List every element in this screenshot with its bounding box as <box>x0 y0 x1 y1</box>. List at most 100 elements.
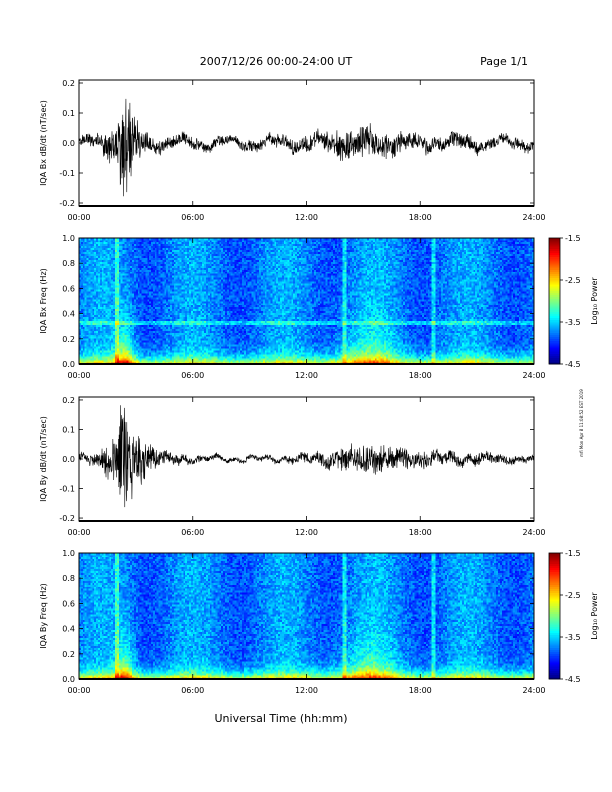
spectrogram-cell <box>86 271 89 274</box>
spectrogram-cell <box>90 273 93 276</box>
spectrogram-cell <box>116 301 120 304</box>
spectrogram-cell <box>181 318 184 321</box>
spectrogram-cell <box>107 297 110 300</box>
spectrogram-cell <box>175 358 178 361</box>
spectrogram-cell <box>103 271 106 274</box>
spectrogram-cell <box>105 334 108 337</box>
spectrogram-cell <box>126 238 129 241</box>
spectrogram-cell <box>97 310 101 314</box>
spectrogram-cell <box>166 346 169 349</box>
spectrogram-cell <box>128 241 131 245</box>
spectrogram-cell <box>151 259 154 262</box>
spectrogram-cell <box>86 293 89 296</box>
spectrogram-cell <box>132 352 135 355</box>
spectrogram-cell <box>183 326 186 329</box>
spectrogram-cell <box>92 295 95 298</box>
spectrogram-cell <box>202 267 205 270</box>
spectrogram-cell <box>116 257 120 260</box>
spectrogram-cell <box>200 295 203 298</box>
spectrogram-cell <box>90 356 93 359</box>
spectrogram-cell <box>170 239 173 243</box>
spectrogram-cell <box>166 253 169 257</box>
spectrogram-cell <box>116 306 120 310</box>
spectrogram-cell <box>92 340 95 343</box>
spectrogram-cell <box>92 350 95 353</box>
spectrogram-cell <box>118 255 122 258</box>
spectrogram-cell <box>147 289 150 292</box>
spectrogram-cell <box>158 344 161 347</box>
spectrogram-cell <box>111 283 114 286</box>
spectrogram-cell <box>141 243 144 247</box>
spectrogram-cell <box>171 273 175 276</box>
spectrogram-cell <box>170 350 173 353</box>
spectrogram-cell <box>188 261 192 264</box>
spectrogram-cell <box>204 277 207 280</box>
spectrogram-cell <box>141 263 144 266</box>
spectrogram-cell <box>151 245 154 249</box>
spectrogram-cell <box>152 243 156 247</box>
spectrogram-cell <box>120 360 123 363</box>
spectrogram-cell <box>79 261 82 264</box>
spectrogram-cell <box>130 301 133 304</box>
spectrogram-cell <box>224 308 228 312</box>
spectrogram-cell <box>200 330 203 333</box>
spectrogram-cell <box>192 328 195 331</box>
spectrogram-cell <box>171 287 175 290</box>
spectrogram-cell <box>149 247 152 251</box>
spectrogram-cell <box>215 338 218 341</box>
spectrogram-cell <box>116 263 120 266</box>
spectrogram-cell <box>113 350 116 353</box>
spectrogram-cell <box>196 238 199 241</box>
spectrogram-cell <box>206 354 209 357</box>
spectrogram-cell <box>135 346 139 349</box>
side-note: mfi Mon Apr 8 11:08:52 EST 2019 <box>579 389 584 457</box>
spectrogram-cell <box>177 281 180 284</box>
spectrogram-cell <box>160 299 163 302</box>
spectrogram-cell <box>170 334 173 337</box>
spectrogram-cell <box>206 265 209 268</box>
spectrogram-cell <box>96 291 99 294</box>
spectrogram-cell <box>187 354 190 357</box>
spectrogram-cell <box>160 255 163 258</box>
spectrogram-cell <box>143 332 146 335</box>
spectrogram-cell <box>213 326 216 329</box>
spectrogram-cell <box>145 251 148 255</box>
spectrogram-cell <box>128 306 131 310</box>
spectrogram-cell <box>162 263 165 266</box>
spectrogram-cell <box>219 312 222 316</box>
spectrogram-cell <box>94 259 97 262</box>
spectrogram-cell <box>132 346 135 349</box>
spectrogram-cell <box>145 271 148 274</box>
y-tick-label: 0.2 <box>62 79 75 88</box>
spectrogram-cell <box>128 239 131 243</box>
spectrogram-cell <box>215 287 218 290</box>
spectrogram-cell <box>149 253 152 257</box>
spectrogram-cell <box>135 356 139 359</box>
spectrogram-cell <box>113 297 116 300</box>
spectrogram-cell <box>151 283 154 286</box>
spectrogram-cell <box>175 241 178 245</box>
spectrogram-cell <box>206 243 209 247</box>
spectrogram-cell <box>206 310 209 314</box>
spectrogram-cell <box>152 295 156 298</box>
spectrogram-cell <box>217 306 220 310</box>
spectrogram-cell <box>116 326 120 329</box>
spectrogram-cell <box>88 259 91 262</box>
spectrogram-cell <box>164 257 167 260</box>
spectrogram-cell <box>124 287 127 290</box>
spectrogram-cell <box>177 261 180 264</box>
spectrogram-cell <box>202 283 205 286</box>
spectrogram-cell <box>133 239 137 243</box>
spectrogram-cell <box>130 324 133 327</box>
spectrogram-cell <box>219 249 222 253</box>
spectrogram-cell <box>221 346 224 349</box>
spectrogram-cell <box>213 245 216 249</box>
spectrogram-cell <box>128 310 131 314</box>
spectrogram-cell <box>194 318 197 321</box>
spectrogram-cell <box>111 279 114 282</box>
spectrogram-cell <box>151 334 154 337</box>
spectrogram-cell <box>202 320 205 323</box>
spectrogram-cell <box>94 352 97 355</box>
spectrogram-cell <box>217 304 220 308</box>
spectrogram-cell <box>115 358 118 361</box>
